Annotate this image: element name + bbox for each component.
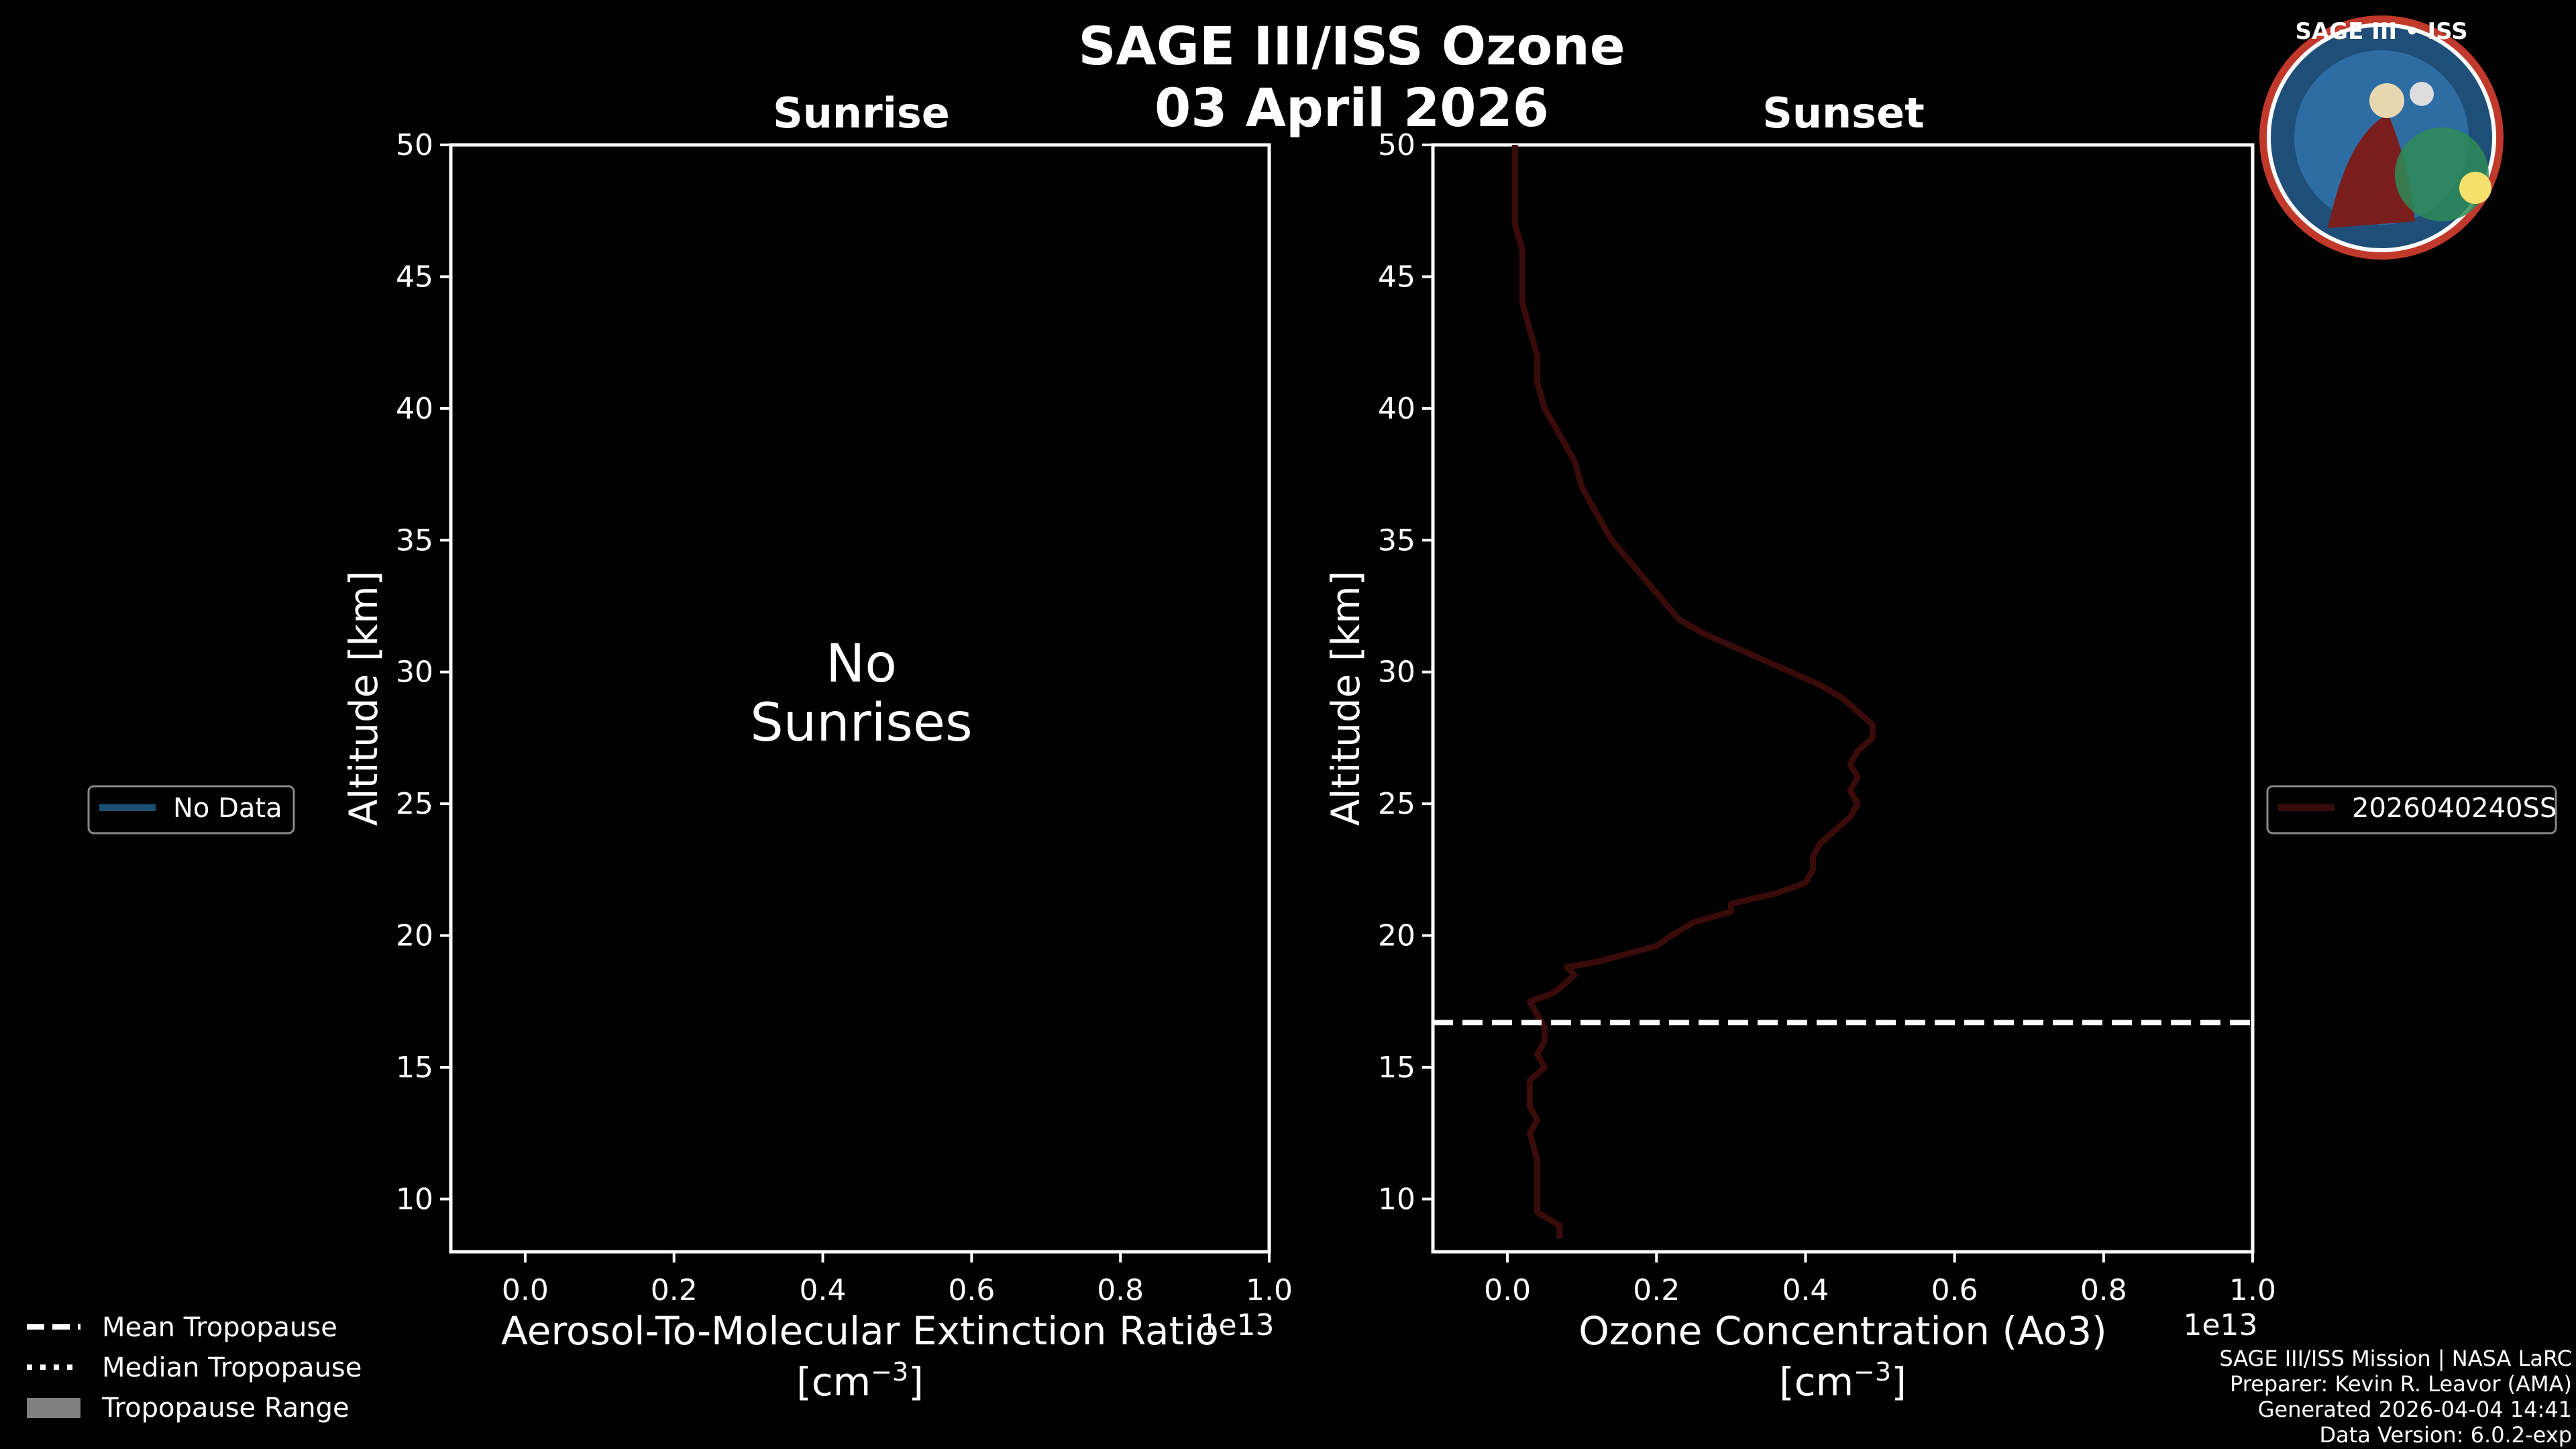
sunset-x-axis-unit: [cm−3]	[1779, 1357, 1907, 1405]
sunset-legend: 2026040240SS	[2266, 785, 2557, 835]
sunrise-panel-title: Sunrise	[773, 89, 950, 138]
sunrise-xtick-label: 0.4	[800, 1273, 847, 1307]
sunset-ytick-label: 30	[1378, 655, 1415, 690]
no-sunrises-annotation-line2: Sunrises	[750, 693, 972, 753]
sunrise-ytick-label: 25	[396, 787, 433, 821]
sunset-xtick-label: 0.4	[1782, 1273, 1829, 1307]
sunrise-ytick-label: 15	[396, 1051, 433, 1085]
logo-figure-head	[2369, 83, 2404, 118]
sunrise-y-axis-label: Altitude [km]	[341, 571, 386, 826]
mean-tropopause-label: Mean Tropopause	[102, 1312, 337, 1343]
sunrise-ytick-label: 20	[396, 919, 433, 953]
figure-title: SAGE III/ISS Ozone	[1078, 17, 1625, 77]
sunset-panel-title: Sunset	[1762, 89, 1925, 138]
sunset-xtick-label: 1.0	[2229, 1273, 2276, 1307]
sunrise-xtick-label: 0.6	[948, 1273, 995, 1307]
sunset-ytick-label: 35	[1378, 523, 1415, 557]
sunset-x-axis-label: Ozone Concentration (Ao3)	[1578, 1308, 2107, 1354]
tropopause-range-swatch	[27, 1398, 80, 1418]
sunrise-plot-frame	[449, 143, 1271, 1254]
footer-line4: Data Version: 6.0.2-exp	[2319, 1422, 2572, 1448]
figure-date: 03 April 2026	[1155, 78, 1549, 139]
sunset-xtick-label: 0.6	[1931, 1273, 1978, 1307]
logo-figure-robe	[2328, 114, 2415, 228]
sunrise-x-axis-label: Aerosol-To-Molecular Extinction Ratio	[501, 1308, 1219, 1354]
sunset-ytick-label: 25	[1378, 787, 1415, 821]
sunrise-xtick-label: 0.8	[1097, 1273, 1144, 1307]
sunset-ytick-label: 15	[1378, 1051, 1415, 1085]
sunrise-legend-frame	[87, 785, 295, 835]
tropopause-range-label: Tropopause Range	[101, 1393, 350, 1424]
sunrise-ytick-label: 45	[396, 260, 433, 294]
sunrise-xtick-label: 0.0	[502, 1273, 549, 1307]
footer-line3: Generated 2026-04-04 14:41	[2258, 1397, 2572, 1422]
sunset-xtick-label: 0.0	[1484, 1273, 1531, 1307]
sunrise-ytick-label: 10	[396, 1182, 433, 1216]
sage-mission-patch-logo: SAGE III • ISS	[2259, 15, 2504, 260]
sunrise-ytick-label: 35	[396, 523, 433, 557]
sunset-ytick-label: 50	[1378, 128, 1415, 162]
sunset-panel: 10 15 20 25 30 35 40 45 50 0.0 0.2 0.4 0.6 0.8 1.01e13…	[1323, 128, 2276, 1405]
sunset-xtick-label: 0.8	[2080, 1273, 2127, 1307]
footer-line2: Preparer: Kevin R. Leavor (AMA)	[2230, 1371, 2572, 1397]
sunrise-legend-label: No Data	[173, 793, 282, 824]
logo-sun	[2459, 172, 2491, 204]
sunset-ytick-label: 40	[1378, 392, 1415, 426]
sunset-y-axis-label: Altitude [km]	[1323, 571, 1368, 826]
sunset-xtick-label: 0.2	[1633, 1273, 1680, 1307]
sunset-legend-label: 2026040240SS	[2352, 793, 2557, 824]
sunset-ytick-label: 20	[1378, 919, 1415, 953]
sunrise-ytick-label: 30	[396, 655, 433, 690]
sunrise-x-offset-label: 1e13	[1199, 1308, 1274, 1342]
footer-line1: SAGE III/ISS Mission | NASA LaRC	[2219, 1346, 2572, 1371]
sunrise-ytick-label: 50	[396, 128, 433, 162]
sunset-ytick-label: 45	[1378, 260, 1415, 294]
sunset-legend-frame	[2266, 785, 2557, 835]
sunset-x-offset-label: 1e13	[2183, 1308, 2257, 1342]
sunrise-xtick-label: 0.2	[651, 1273, 698, 1307]
median-tropopause-label: Median Tropopause	[102, 1352, 362, 1383]
sunrise-panel: 10 15 20 25 30 35 40 45 50 0.0 0.2 0.4 0.6 0.8 1.01e13…	[341, 128, 1293, 1405]
sunrise-legend: No Data	[87, 785, 295, 835]
tropopause-legend: Mean Tropopause Median Tropopause Tropop…	[27, 1312, 362, 1424]
footer-credits: SAGE III/ISS Mission | NASA LaRC Prepare…	[2219, 1346, 2572, 1448]
no-sunrises-annotation-line1: No	[826, 634, 897, 694]
logo-moon	[2410, 82, 2434, 106]
sunrise-x-axis-unit: [cm−3]	[796, 1357, 924, 1405]
sunrise-ytick-label: 40	[396, 392, 433, 426]
logo-top-text: SAGE III • ISS	[2295, 18, 2467, 45]
sunset-series-line	[1511, 145, 1876, 1239]
sunset-ytick-label: 10	[1378, 1182, 1415, 1216]
sunrise-xtick-label: 1.0	[1246, 1273, 1293, 1307]
